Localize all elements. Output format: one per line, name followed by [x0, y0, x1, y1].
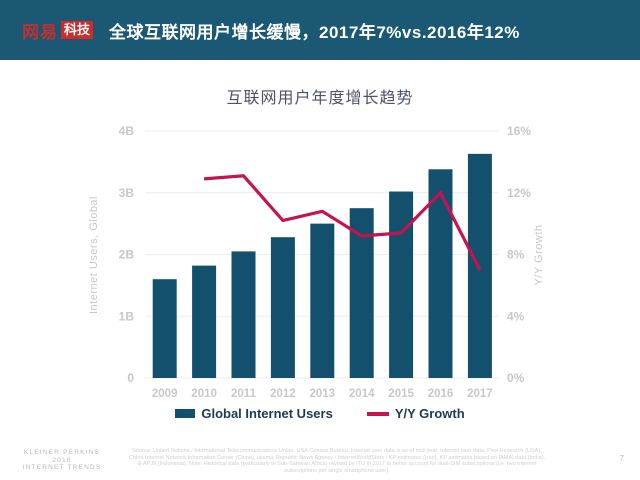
- svg-text:Internet Users, Global: Internet Users, Global: [88, 196, 100, 314]
- svg-text:Y/Y Growth: Y/Y Growth: [533, 224, 545, 285]
- netease-tech-logo: 网易 科技: [22, 18, 94, 43]
- svg-text:8%: 8%: [507, 248, 525, 262]
- svg-text:2012: 2012: [270, 388, 296, 400]
- svg-text:16%: 16%: [507, 124, 531, 138]
- legend-item-bars: Global Internet Users: [175, 406, 333, 421]
- svg-text:4%: 4%: [507, 309, 525, 323]
- svg-text:2B: 2B: [119, 248, 135, 262]
- legend-item-line: Y/Y Growth: [366, 406, 465, 421]
- brand-line-1: KLEINER PERKINS: [23, 449, 101, 456]
- svg-text:2013: 2013: [310, 388, 336, 400]
- chart-title: 互联网用户年度增长趋势: [226, 90, 414, 107]
- kleiner-perkins-brand: KLEINER PERKINS 2018 INTERNET TRENDS: [6, 449, 118, 472]
- tech-logo-badge: 科技: [61, 20, 94, 40]
- svg-text:2015: 2015: [388, 388, 414, 400]
- netease-logo-text: 网易: [22, 22, 58, 42]
- line-series-swatch-icon: [366, 411, 389, 416]
- legend-label-line: Y/Y Growth: [394, 406, 465, 421]
- svg-text:12%: 12%: [507, 186, 531, 200]
- header-bar: 网易 科技 全球互联网用户增长缓慢，2017年7%vs.2016年12%: [0, 0, 640, 60]
- svg-text:2017: 2017: [467, 388, 493, 400]
- bar-series-swatch-icon: [175, 409, 196, 418]
- chart-legend: Global Internet Users Y/Y Growth: [0, 406, 640, 421]
- svg-text:2010: 2010: [191, 388, 217, 400]
- svg-text:2011: 2011: [231, 388, 257, 400]
- bar-line-chart: 0 0% 1B 4% 2B 8% 3B 12% 4B 16% Internet Users, Glo…: [88, 124, 545, 400]
- slide-headline: 全球互联网用户增长缓慢，2017年7%vs.2016年12%: [109, 22, 520, 42]
- svg-text:0: 0: [127, 371, 134, 385]
- page-number: 7: [619, 454, 624, 463]
- legend-label-bars: Global Internet Users: [201, 406, 333, 421]
- source-note: Source: United Nations / International T…: [128, 448, 546, 474]
- brand-line-2: 2018: [52, 456, 72, 464]
- svg-text:2014: 2014: [349, 388, 375, 400]
- brand-line-3: INTERNET TRENDS: [22, 464, 102, 471]
- svg-text:4B: 4B: [119, 124, 135, 138]
- svg-text:2016: 2016: [428, 388, 454, 400]
- svg-text:3B: 3B: [119, 186, 135, 200]
- svg-text:0%: 0%: [507, 371, 525, 385]
- svg-text:2009: 2009: [152, 388, 178, 400]
- svg-text:1B: 1B: [119, 309, 135, 323]
